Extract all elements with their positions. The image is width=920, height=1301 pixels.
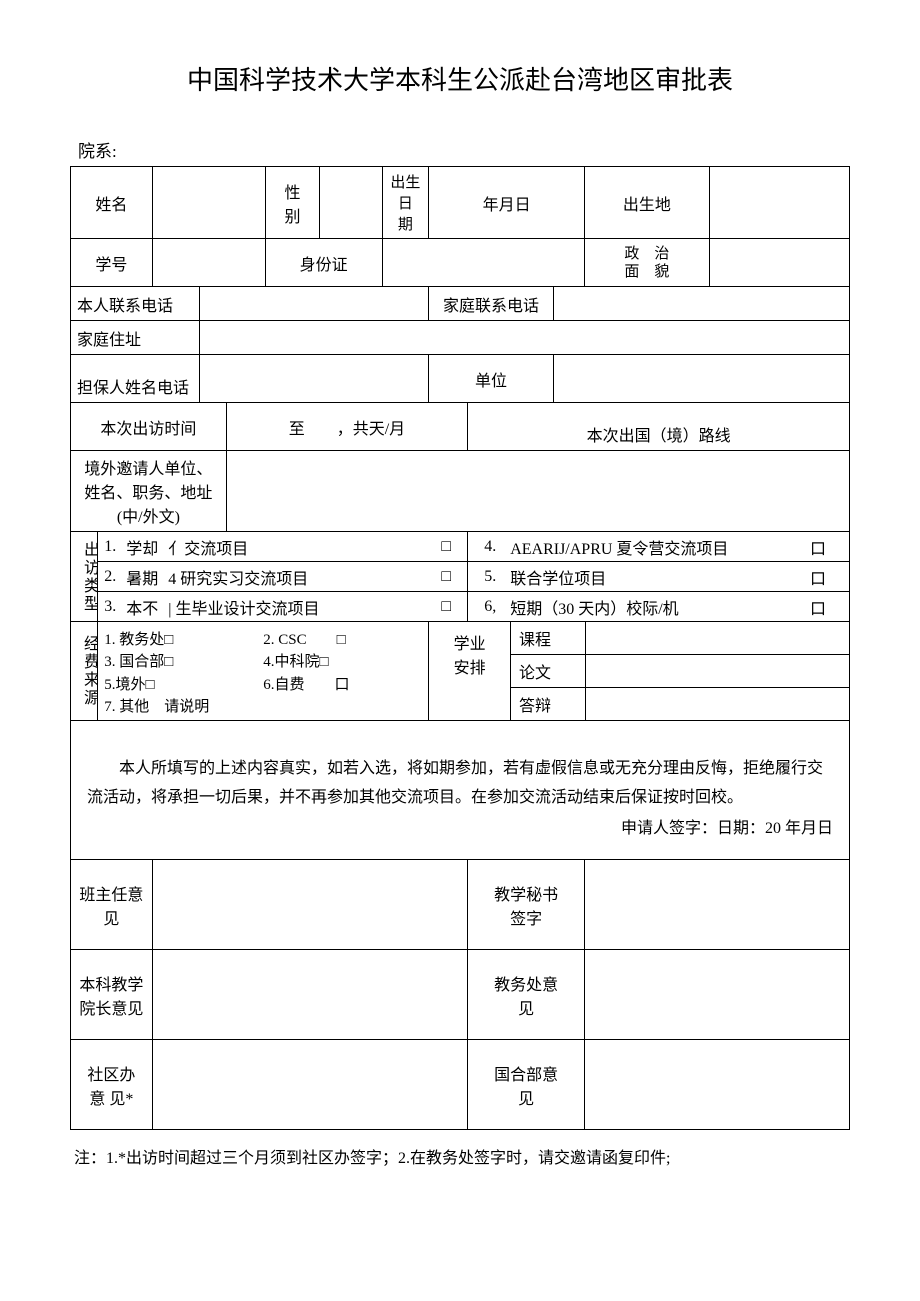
approval-class-advisor-label: 班主任意 见	[71, 860, 153, 950]
id-card-label: 身份证	[265, 239, 382, 287]
visit-type-item-3[interactable]: 3. 本不 | 生毕业设计交流项目 □	[98, 592, 468, 622]
personal-phone-label: 本人联系电话	[71, 287, 200, 321]
visit-type-item-5[interactable]: 5. 联合学位项目 口	[468, 562, 850, 592]
approval-secretary-field[interactable]	[585, 860, 850, 950]
family-phone-label: 家庭联系电话	[429, 287, 554, 321]
family-phone-field[interactable]	[553, 287, 849, 321]
visit-type-item-1[interactable]: 1. 学却 亻交流项目 □	[98, 532, 468, 562]
funding-label: 经费来源	[71, 622, 98, 721]
visit-type-label: 出访类型	[71, 532, 98, 622]
visit-time-field[interactable]: 至 ，共天/月	[226, 403, 467, 451]
approval-secretary-label: 教学秘书 签字	[468, 860, 585, 950]
academic-label: 学业 安排	[429, 622, 511, 721]
political-field[interactable]	[709, 239, 849, 287]
birth-date-label: 出生日 期	[382, 167, 429, 239]
checkbox-icon[interactable]: 口	[803, 565, 833, 589]
unit-field[interactable]	[553, 355, 849, 403]
declaration-body: 本人所填写的上述内容真实，如若入选，将如期参加，若有虚假信息或无充分理由反悔，拒…	[87, 755, 833, 813]
approval-intl-office-label: 国合部意 见	[468, 1040, 585, 1130]
approval-dean-field[interactable]	[152, 950, 467, 1040]
name-field[interactable]	[152, 167, 265, 239]
guarantor-field[interactable]	[199, 355, 429, 403]
family-address-label: 家庭住址	[71, 321, 200, 355]
checkbox-icon[interactable]: □	[431, 538, 461, 556]
academic-defense-field[interactable]	[585, 688, 849, 721]
route-label: 本次出国（境）路线	[468, 403, 850, 451]
gender-label: 性 别	[265, 167, 320, 239]
birthplace-field[interactable]	[709, 167, 849, 239]
checkbox-icon[interactable]: 口	[803, 535, 833, 559]
inviter-field[interactable]	[226, 451, 849, 532]
visit-type-item-2[interactable]: 2. 暑期 4 研究实习交流项目 □	[98, 562, 468, 592]
approval-class-advisor-field[interactable]	[152, 860, 467, 950]
student-id-field[interactable]	[152, 239, 265, 287]
academic-course-field[interactable]	[585, 622, 849, 655]
student-id-label: 学号	[71, 239, 153, 287]
page-title: 中国科学技术大学本科生公派赴台湾地区审批表	[70, 60, 850, 97]
academic-thesis-label: 论文	[511, 655, 585, 688]
academic-defense-label: 答辩	[511, 688, 585, 721]
visit-type-item-4[interactable]: 4. AEARIJ/APRU 夏令营交流项目 口	[468, 532, 850, 562]
funding-field[interactable]: 1. 教务处□2. CSC □ 3. 国合部□4.中科院□ 5.境外□6.自费 …	[98, 622, 429, 721]
approval-intl-office-field[interactable]	[585, 1040, 850, 1130]
political-label: 政 治 面 貌	[585, 239, 710, 287]
checkbox-icon[interactable]: □	[431, 568, 461, 586]
id-card-field[interactable]	[382, 239, 585, 287]
approval-dean-label: 本科教学 院长意见	[71, 950, 153, 1040]
approval-community-field[interactable]	[152, 1040, 467, 1130]
approval-form-table: 姓名 性 别 出生日 期 年月日 出生地 学号 身份证 政 治 面 貌 本人联系…	[70, 166, 850, 1130]
birthplace-label: 出生地	[585, 167, 710, 239]
unit-label: 单位	[429, 355, 554, 403]
gender-field[interactable]	[320, 167, 382, 239]
family-address-field[interactable]	[199, 321, 850, 355]
academic-thesis-field[interactable]	[585, 655, 849, 688]
declaration-block: 本人所填写的上述内容真实，如若入选，将如期参加，若有虚假信息或无充分理由反悔，拒…	[71, 721, 850, 860]
academic-course-label: 课程	[511, 622, 585, 655]
approval-academic-office-field[interactable]	[585, 950, 850, 1040]
visit-time-label: 本次出访时间	[71, 403, 227, 451]
declaration-signature-line[interactable]: 申请人签字：日期：20 年月日	[87, 815, 833, 844]
footnote: 注：1.*出访时间超过三个月须到社区办签字；2.在教务处签字时，请交邀请函复印件…	[70, 1144, 850, 1168]
name-label: 姓名	[71, 167, 153, 239]
visit-type-item-6[interactable]: 6, 短期（30 天内）校际/机 口	[468, 592, 850, 622]
approval-community-label: 社区办 意 见*	[71, 1040, 153, 1130]
birth-date-field[interactable]: 年月日	[429, 167, 585, 239]
checkbox-icon[interactable]: □	[431, 598, 461, 616]
personal-phone-field[interactable]	[199, 287, 429, 321]
checkbox-icon[interactable]: 口	[803, 595, 833, 619]
approval-academic-office-label: 教务处意 见	[468, 950, 585, 1040]
inviter-label: 境外邀请人单位、 姓名、职务、地址 (中/外文)	[71, 451, 227, 532]
guarantor-label: 担保人姓名电话	[71, 355, 200, 403]
academic-arrangement: 课程 论文 答辩	[511, 622, 850, 721]
department-label: 院系:	[70, 137, 850, 162]
